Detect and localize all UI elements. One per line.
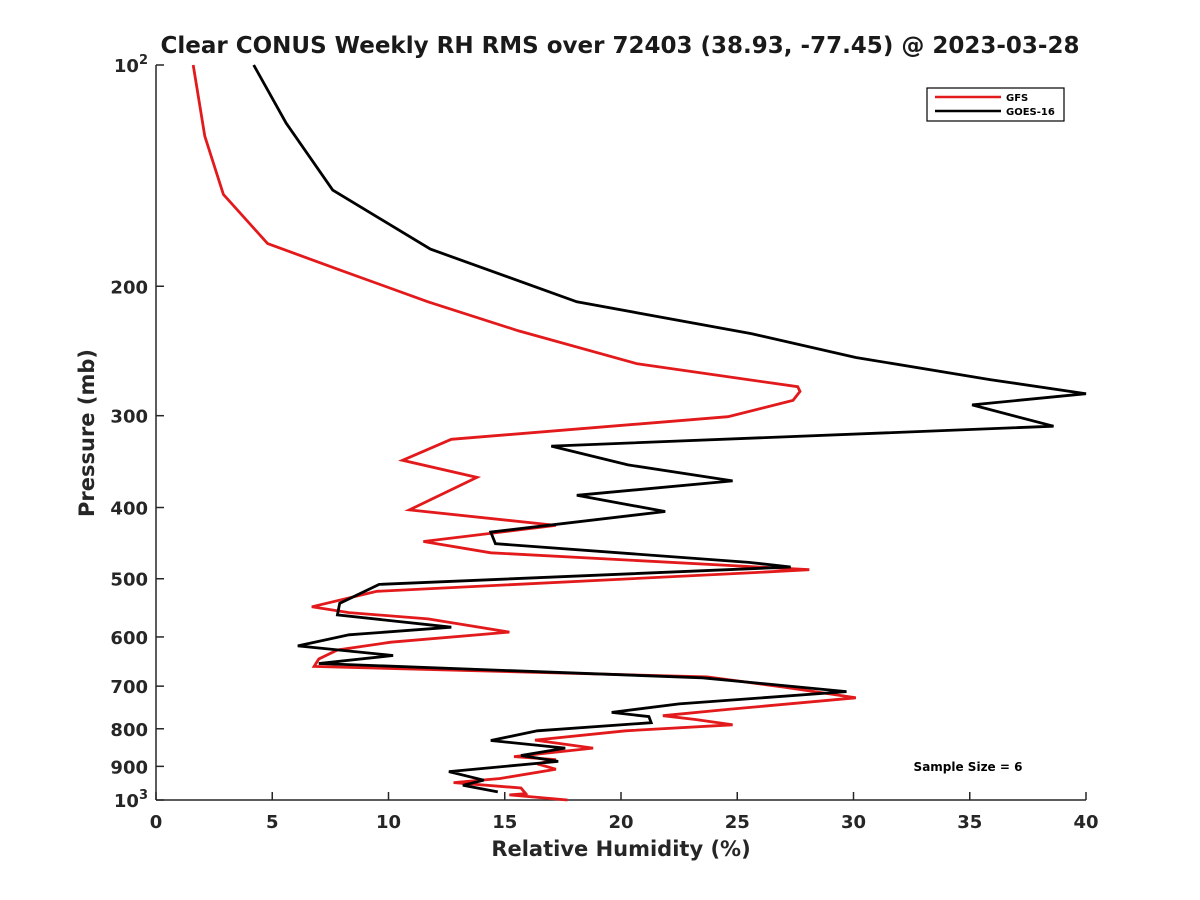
- y-tick-label: 400: [110, 499, 148, 520]
- x-axis-ticks: 0 5 10 15 20 25 30 35 40: [150, 792, 1099, 833]
- x-tick-label: 0: [150, 812, 163, 833]
- y-tick-label: 300: [110, 407, 148, 428]
- chart-title: Clear CONUS Weekly RH RMS over 72403 (38…: [161, 33, 1080, 59]
- legend: GFS GOES-16: [926, 87, 1065, 122]
- y-axis-ticks: 102 200 300 400 500 600 700 800 900 103: [110, 53, 164, 812]
- y-tick-label: 500: [110, 570, 148, 591]
- sample-size-annotation: Sample Size = 6: [914, 760, 1023, 774]
- series-line-goes-16: [252, 64, 1087, 794]
- x-tick-label: 25: [725, 812, 750, 833]
- y-tick-label: 600: [110, 628, 148, 649]
- x-tick-label: 10: [376, 812, 401, 833]
- y-tick-label: 800: [110, 720, 148, 741]
- x-tick-label: 30: [841, 812, 866, 833]
- legend-label-gfs: GFS: [1006, 93, 1028, 104]
- y-tick-label: 102: [114, 53, 148, 77]
- x-tick-label: 20: [608, 812, 633, 833]
- series-layer: [191, 64, 1087, 802]
- legend-label-goes-16: GOES-16: [1006, 107, 1055, 118]
- x-tick-label: 15: [492, 812, 517, 833]
- x-axis-label: Relative Humidity (%): [491, 837, 750, 861]
- y-tick-label: 900: [110, 757, 148, 778]
- x-tick-label: 5: [266, 812, 279, 833]
- legend-box: [926, 87, 1065, 122]
- x-tick-label: 35: [957, 812, 982, 833]
- y-tick-label: 200: [110, 277, 148, 298]
- y-axis-label: Pressure (mb): [75, 349, 99, 517]
- x-tick-label: 40: [1073, 812, 1098, 833]
- y-tick-label: 103: [114, 788, 148, 812]
- y-tick-label: 700: [110, 677, 148, 698]
